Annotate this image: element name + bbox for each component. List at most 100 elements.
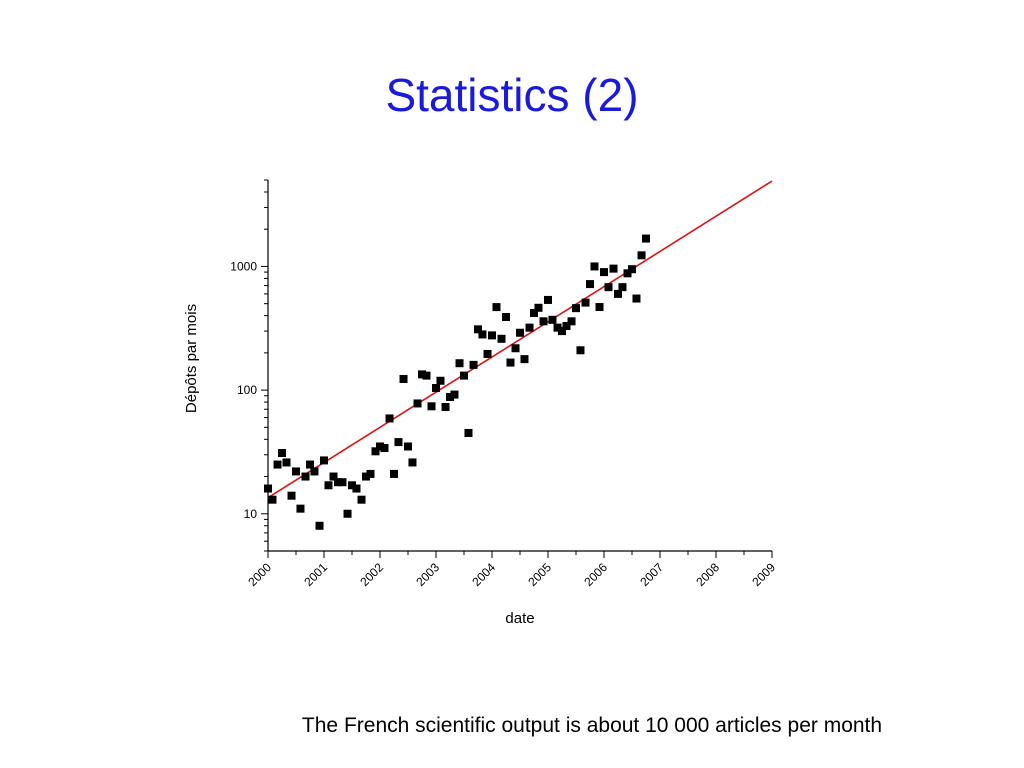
data-point (408, 458, 417, 467)
x-tick-label: 2003 (413, 560, 442, 589)
data-points (264, 234, 650, 530)
data-point (628, 265, 636, 274)
data-point (544, 295, 552, 304)
data-point (329, 472, 338, 481)
data-point (586, 280, 594, 289)
data-point (632, 294, 641, 303)
data-point (343, 509, 352, 518)
data-point (534, 303, 543, 312)
data-point (292, 467, 300, 476)
data-point (492, 303, 501, 312)
data-point (422, 371, 431, 380)
data-point (404, 442, 412, 451)
x-tick-label: 2009 (749, 560, 778, 589)
data-point (506, 358, 515, 367)
data-point (469, 360, 478, 369)
data-point (306, 460, 314, 469)
data-point (399, 374, 408, 383)
data-point (268, 495, 277, 504)
data-point (511, 344, 520, 353)
data-point (324, 481, 333, 490)
data-point (637, 251, 646, 260)
data-point (436, 376, 445, 385)
data-point (539, 317, 548, 326)
data-point (357, 495, 366, 504)
x-tick-label: 2006 (581, 560, 610, 589)
x-axis-title: date (505, 610, 534, 627)
chart-axes (261, 179, 773, 558)
data-point (320, 456, 328, 465)
data-point (474, 325, 482, 334)
data-point (418, 370, 426, 379)
data-point (530, 309, 538, 318)
data-point (362, 472, 370, 481)
data-point (502, 313, 510, 322)
data-point (516, 328, 524, 337)
data-point (464, 428, 473, 437)
data-point (604, 283, 613, 292)
data-point (394, 438, 403, 447)
data-point (623, 269, 632, 278)
data-point (352, 484, 361, 493)
data-point (609, 264, 618, 273)
chart-labels: 10 100 1000 2000 2001 2002 2003 2004 2005 2006 200… (183, 259, 778, 627)
y-tick-label: 1000 (230, 259, 257, 273)
data-point (548, 315, 557, 324)
data-point (376, 442, 384, 451)
data-point (595, 302, 604, 311)
data-point (460, 371, 468, 380)
data-point (278, 449, 286, 458)
data-point (572, 304, 580, 313)
x-tick-label: 2008 (693, 560, 722, 589)
data-point (366, 469, 375, 478)
y-axis-title: Dépôts par mois (183, 304, 200, 413)
data-point (287, 491, 296, 500)
data-point (371, 447, 380, 456)
data-point (642, 234, 650, 243)
data-point (618, 283, 627, 292)
data-point (483, 349, 492, 358)
data-point (446, 392, 454, 401)
data-point (590, 262, 599, 271)
data-point (390, 469, 398, 478)
x-tick-label: 2004 (469, 560, 498, 589)
data-point (478, 330, 487, 339)
data-point (553, 323, 562, 332)
data-point (600, 268, 608, 277)
x-tick-label: 2001 (301, 560, 330, 589)
data-point (520, 355, 529, 364)
data-point (338, 478, 347, 487)
data-point (614, 289, 622, 298)
data-point (315, 521, 324, 530)
data-point (558, 327, 566, 336)
data-point (282, 458, 291, 467)
data-point (450, 390, 459, 399)
data-point (562, 321, 571, 330)
x-tick-label: 2005 (525, 560, 554, 589)
slide-title: Statistics (2) (385, 69, 639, 121)
data-point (497, 334, 506, 343)
x-tick-label: 2002 (357, 560, 386, 589)
data-point (264, 484, 272, 493)
data-point (441, 403, 450, 412)
data-point (455, 359, 464, 368)
data-point (301, 472, 310, 481)
slide-caption: The French scientific output is about 10… (301, 714, 883, 737)
y-tick-label: 100 (237, 383, 257, 397)
data-point (334, 478, 342, 487)
data-point (413, 399, 422, 408)
data-point (427, 402, 436, 411)
fit-line (267, 180, 773, 499)
x-tick-label: 2007 (637, 560, 666, 589)
x-tick-label: 2000 (245, 560, 274, 589)
data-point (567, 317, 576, 326)
y-tick-label: 10 (244, 507, 258, 521)
data-point (432, 383, 440, 392)
data-point (385, 414, 394, 423)
fit-line-group (267, 180, 773, 499)
data-point (525, 323, 534, 332)
data-point (273, 460, 282, 469)
data-point (310, 467, 319, 476)
data-point (581, 298, 590, 307)
